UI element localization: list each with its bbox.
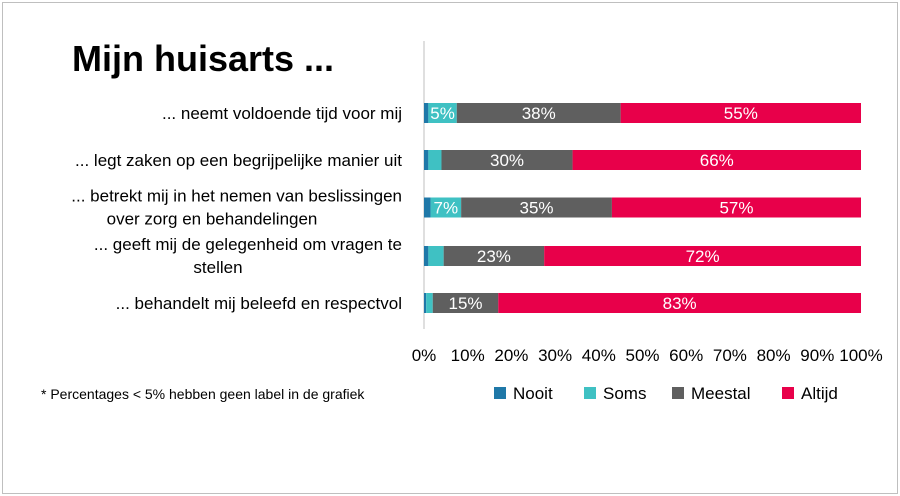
category-label: over zorg en behandelingen	[107, 210, 318, 229]
x-tick-label: 40%	[582, 346, 616, 365]
bar-nooit-2	[424, 197, 431, 218]
x-tick-label: 20%	[494, 346, 528, 365]
data-label: 35%	[520, 199, 554, 218]
x-tick-label: 0%	[412, 346, 437, 365]
bar-soms-2	[430, 197, 462, 218]
data-label: 30%	[490, 151, 524, 170]
chart-title: Mijn huisarts ...	[72, 38, 335, 79]
bar-altijd-3	[544, 246, 861, 266]
data-label: 23%	[477, 247, 511, 266]
bar-meestal-3	[443, 246, 545, 266]
legend-label-soms: Soms	[603, 384, 646, 403]
category-label: stellen	[193, 258, 242, 277]
bar-altijd-4	[498, 293, 861, 313]
footnote: * Percentages < 5% hebben geen label in …	[41, 386, 365, 402]
legend-label-meestal: Meestal	[691, 384, 751, 403]
data-label: 7%	[434, 199, 459, 218]
data-label: 83%	[663, 294, 697, 313]
bar-soms-0	[428, 103, 457, 123]
x-tick-label: 60%	[669, 346, 703, 365]
x-tick-label: 10%	[451, 346, 485, 365]
bar-altijd-1	[572, 150, 861, 170]
data-label: 55%	[724, 104, 758, 123]
legend-swatch-soms	[584, 387, 596, 399]
bar-soms-1	[428, 150, 442, 170]
legend-label-nooit: Nooit	[513, 384, 553, 403]
category-label: ... behandelt mij beleefd en respectvol	[116, 294, 402, 313]
bar-nooit-0	[424, 103, 429, 123]
bar-nooit-1	[424, 150, 429, 170]
bar-meestal-2	[461, 197, 612, 218]
data-label: 57%	[719, 199, 753, 218]
bar-soms-3	[428, 246, 444, 266]
data-label: 38%	[522, 104, 556, 123]
bar-altijd-0	[620, 103, 861, 123]
x-tick-label: 30%	[538, 346, 572, 365]
bar-nooit-3	[424, 246, 429, 266]
legend-label-altijd: Altijd	[801, 384, 838, 403]
bar-meestal-4	[432, 293, 499, 313]
category-label: ... betrekt mij in het nemen van besliss…	[71, 187, 402, 206]
x-tick-label: 90%	[800, 346, 834, 365]
legend-swatch-meestal	[672, 387, 684, 399]
bar-soms-4	[426, 293, 433, 313]
bar-nooit-4	[424, 293, 427, 313]
bar-meestal-0	[456, 103, 621, 123]
category-label: ... legt zaken op een begrijpelijke mani…	[75, 151, 402, 170]
data-label: 15%	[448, 294, 482, 313]
category-label: ... neemt voldoende tijd voor mij	[162, 104, 402, 123]
category-label: ... geeft mij de gelegenheid om vragen t…	[94, 235, 402, 254]
data-label: 72%	[686, 247, 720, 266]
data-label: 5%	[430, 104, 455, 123]
x-tick-label: 50%	[625, 346, 659, 365]
data-label: 66%	[700, 151, 734, 170]
x-tick-label: 70%	[713, 346, 747, 365]
x-tick-label: 80%	[757, 346, 791, 365]
legend-swatch-altijd	[782, 387, 794, 399]
bar-altijd-2	[611, 197, 861, 218]
x-tick-label: 100%	[839, 346, 882, 365]
bar-meestal-1	[441, 150, 573, 170]
legend-swatch-nooit	[494, 387, 506, 399]
